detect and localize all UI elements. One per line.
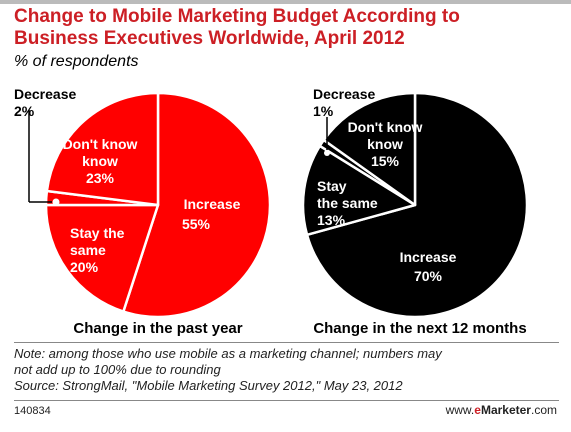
pie-caption: Change in the next 12 months	[313, 320, 526, 337]
note-rule	[14, 342, 559, 343]
chart-title: Change to Mobile Marketing Budget Accord…	[14, 6, 559, 50]
brand-suffix: .com	[530, 403, 557, 417]
decrease-leader-dot	[52, 198, 60, 206]
slice-label-increase: Increase	[184, 196, 241, 212]
slice-value-stay-the-same: 13%	[317, 212, 346, 228]
slice-value-decrease: 2%	[14, 103, 35, 119]
brand-prefix: www.	[445, 403, 475, 417]
slice-label-stay-the-same: Stay	[317, 178, 347, 194]
slice-value-stay-the-same: 20%	[70, 259, 99, 275]
pie-slice-don-t-know	[45, 91, 160, 207]
pie-slice-stay-the-same	[44, 203, 160, 313]
slice-value-increase: 70%	[414, 268, 443, 284]
pie-caption: Change in the past year	[73, 320, 242, 337]
pie-past-year: Decrease 2% Don't know know 23% Increase…	[14, 86, 272, 337]
slice-label-decrease: Decrease	[313, 86, 375, 102]
slice-label-stay-the-same: the same	[317, 195, 378, 211]
slice-label-dont-know: Don't know	[348, 119, 423, 135]
slice-value-decrease: 1%	[313, 103, 334, 119]
chart-id: 140834	[14, 405, 51, 417]
chart-subtitle: % of respondents	[14, 53, 139, 70]
decrease-leader-dot	[324, 150, 330, 156]
slice-label-decrease: Decrease	[14, 86, 76, 102]
note-line-1: Note: among those who use mobile as a ma…	[14, 346, 442, 361]
pie-slice-don-t-know	[322, 91, 417, 207]
top-rule	[0, 0, 571, 4]
footer-rule	[14, 400, 559, 401]
slice-value-increase: 55%	[182, 216, 211, 232]
slice-label-stay-the-same: Stay the	[70, 225, 125, 241]
slice-label-dont-know: Don't know	[63, 136, 138, 152]
source-line: Source: StrongMail, "Mobile Marketing Su…	[14, 378, 403, 393]
pie-slice-increase	[122, 91, 272, 319]
brand-e: e	[474, 403, 481, 417]
slice-label-increase: Increase	[400, 249, 457, 265]
brand-name: Marketer	[480, 403, 531, 417]
chart-note: Note: among those who use mobile as a ma…	[14, 346, 559, 394]
pie-slice-increase	[305, 91, 529, 319]
slice-value-dont-know: 15%	[371, 153, 400, 169]
brand-link[interactable]: www.eMarketer.com	[446, 403, 557, 417]
title-line-1: Change to Mobile Marketing Budget Accord…	[14, 6, 460, 27]
pie-next-12-months: Decrease 1% Don't know know 15% Stay the…	[301, 86, 529, 337]
slice-label-stay-the-same: same	[70, 242, 106, 258]
slice-label-dont-know: know	[367, 136, 403, 152]
title-line-2: Business Executives Worldwide, April 201…	[14, 28, 405, 49]
note-line-2: not add up to 100% due to rounding	[14, 362, 221, 377]
pie-slice-stay-the-same	[301, 144, 417, 237]
slice-value-dont-know: 23%	[86, 170, 115, 186]
slice-label-dont-know: know	[82, 153, 118, 169]
